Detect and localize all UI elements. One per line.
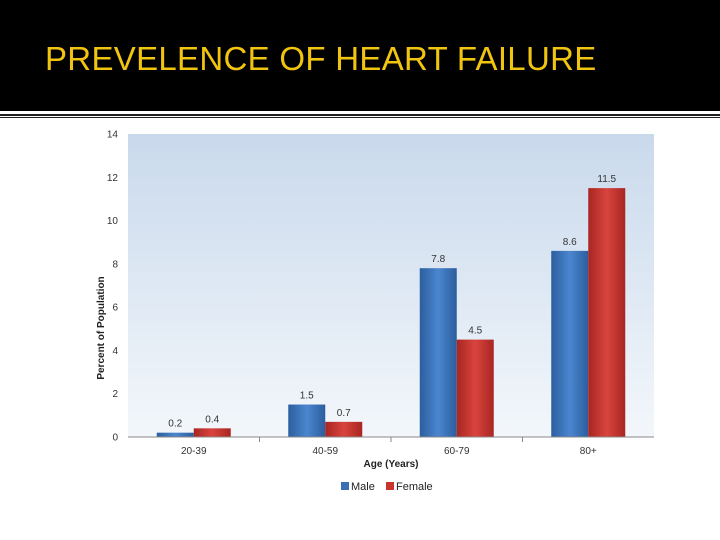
slide-header: PREVELENCE OF HEART FAILURE: [0, 0, 720, 111]
male-bar: [551, 250, 589, 437]
data-label: 0.2: [168, 419, 182, 430]
y-axis-label: Percent of Population: [96, 276, 107, 379]
female-bar: [193, 428, 231, 437]
y-tick-label: 8: [112, 259, 118, 270]
female-bar: [325, 421, 363, 437]
data-label: 1.5: [300, 391, 314, 402]
data-label: 11.5: [597, 174, 616, 185]
y-tick-label: 4: [112, 346, 118, 357]
y-tick-label: 14: [107, 130, 119, 141]
x-tick-label: 80+: [580, 446, 597, 457]
y-tick-label: 0: [112, 433, 118, 444]
bar-chart: 0 2 4 6 8 10 12 14 0.2 0.4 1.5 0.7 7.8 4.5 8.6 11.5 20…: [96, 130, 654, 493]
legend: Male Female: [341, 481, 433, 493]
data-label: 7.8: [431, 254, 445, 265]
y-tick-label: 2: [112, 389, 118, 400]
header-divider: [0, 114, 720, 116]
y-tick-label: 6: [112, 303, 118, 314]
male-bar: [156, 432, 194, 437]
y-tick-label: 12: [107, 173, 119, 184]
x-tick-label: 20-39: [181, 446, 207, 457]
slide-title: PREVELENCE OF HEART FAILURE: [45, 40, 597, 77]
male-bar: [419, 268, 457, 437]
data-label: 0.7: [337, 408, 351, 419]
male-legend-swatch: [341, 482, 349, 490]
male-bar: [288, 404, 326, 437]
female-bar: [588, 188, 626, 437]
female-bar: [456, 339, 494, 437]
data-label: 8.6: [563, 237, 577, 248]
x-tick-label: 40-59: [312, 446, 338, 457]
legend-label: Male: [351, 481, 375, 493]
x-axis-label: Age (Years): [363, 459, 418, 470]
data-label: 4.5: [468, 326, 482, 337]
female-legend-swatch: [386, 482, 394, 490]
legend-label: Female: [396, 481, 433, 493]
x-tick-label: 60-79: [444, 446, 470, 457]
y-tick-label: 10: [107, 216, 119, 227]
header-divider-thin: [0, 117, 720, 118]
data-label: 0.4: [205, 414, 219, 425]
